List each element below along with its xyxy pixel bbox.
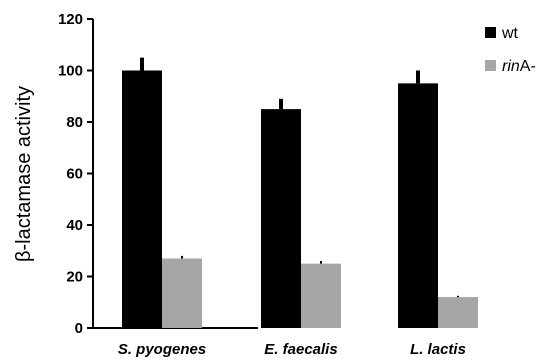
- legend: wt rinA-: [485, 25, 536, 75]
- y-tick-label: 20: [66, 269, 83, 286]
- bar-rinA--2: [301, 263, 341, 328]
- bar-rinA--1: [162, 258, 202, 328]
- bar-wt-3: [398, 83, 438, 328]
- x-tick-label: L. lactis: [410, 341, 466, 358]
- plot-area: 0 20 40 60 80 100 120 S. pyogenes E. faecalis L. …: [58, 11, 478, 358]
- bar-wt-2: [261, 109, 301, 328]
- legend-swatch-wt: [485, 27, 496, 38]
- y-tick-label: 120: [58, 11, 83, 28]
- bar-rinA--3: [438, 297, 478, 328]
- x-tick-label: E. faecalis: [264, 341, 337, 358]
- y-tick-label: 0: [75, 320, 83, 337]
- legend-label: rinA-: [502, 58, 536, 75]
- y-tick-label: 100: [58, 63, 83, 80]
- x-tick-label: S. pyogenes: [118, 341, 206, 358]
- y-tick-label: 80: [66, 114, 83, 131]
- y-tick-label: 60: [66, 166, 83, 183]
- bar-wt-1: [122, 70, 162, 328]
- legend-label: wt: [501, 25, 519, 42]
- y-axis-label: β-lactamase activity: [13, 86, 35, 262]
- legend-swatch-rinA-: [485, 60, 496, 71]
- y-tick-label: 40: [66, 217, 83, 234]
